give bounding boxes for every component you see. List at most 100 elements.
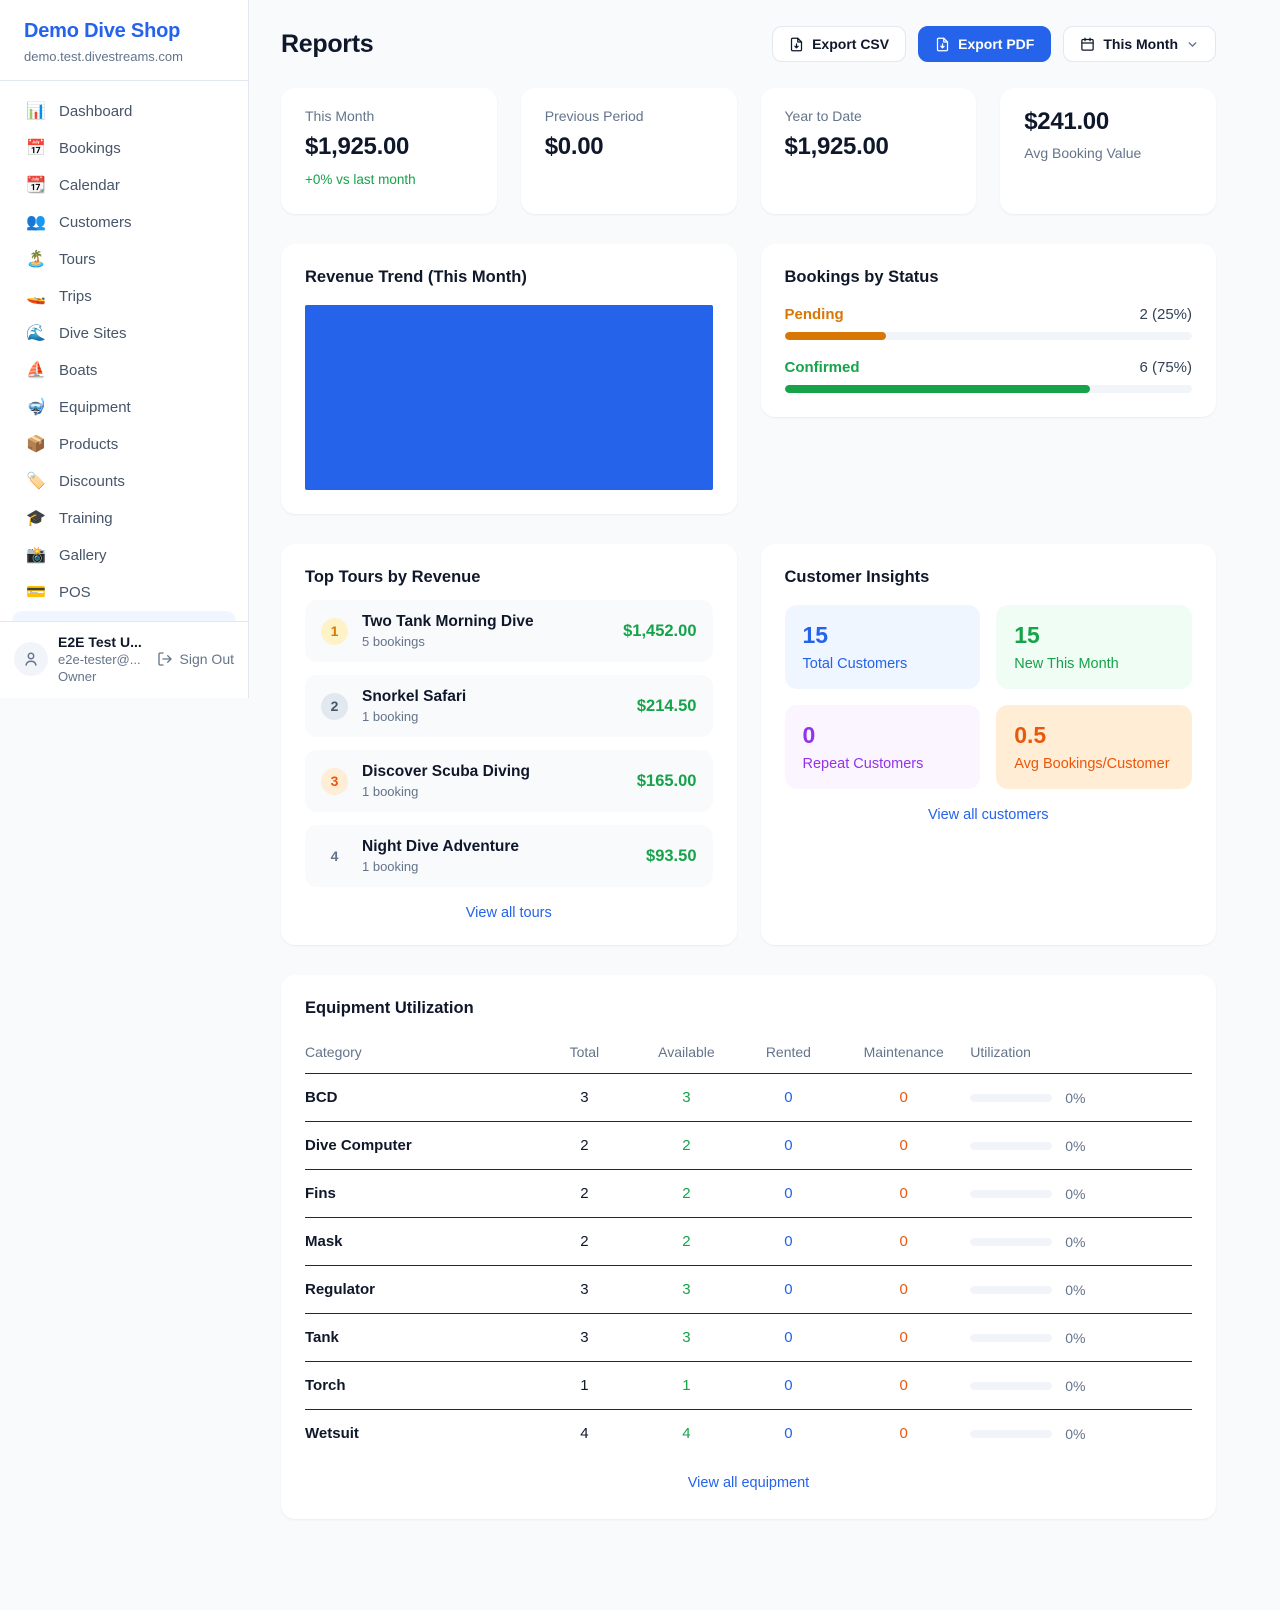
insight-value: 0.5 bbox=[1014, 722, 1047, 748]
utilization-bar-track bbox=[970, 1429, 1053, 1438]
sidebar-item-label: Customers bbox=[59, 214, 132, 231]
export-csv-button[interactable]: Export CSV bbox=[772, 26, 907, 62]
status-row: Pending 2 (25%) bbox=[784, 306, 1192, 340]
equipment-total: 3 bbox=[535, 1265, 634, 1314]
equipment-icon: 🤿 bbox=[26, 398, 46, 416]
insights-row: Top Tours by Revenue 1 Two Tank Morning … bbox=[281, 544, 1216, 945]
view-all-customers-link[interactable]: View all customers bbox=[927, 807, 1049, 823]
training-icon: 🎓 bbox=[26, 509, 46, 527]
equipment-row: Wetsuit 4 4 0 0 0% bbox=[305, 1410, 1192, 1458]
stat-label: This Month bbox=[305, 108, 375, 124]
column-header-utilization: Utilization bbox=[970, 1034, 1192, 1074]
stat-value: $241.00 bbox=[1024, 108, 1109, 135]
period-label: This Month bbox=[1103, 36, 1178, 52]
column-header-total: Total bbox=[535, 1034, 634, 1074]
equipment-maintenance: 0 bbox=[837, 1169, 971, 1218]
column-header-available: Available bbox=[633, 1034, 740, 1074]
dashboard-icon: 📊 bbox=[26, 102, 46, 120]
sidebar-item-reports[interactable] bbox=[12, 611, 236, 621]
revenue-trend-chart bbox=[305, 305, 713, 490]
main-content: Reports Export CSV Export PDF This Month… bbox=[249, 0, 1280, 1577]
stat-label: Previous Period bbox=[544, 108, 644, 124]
equipment-total: 1 bbox=[535, 1361, 634, 1410]
sidebar-item-label: Dashboard bbox=[59, 103, 133, 120]
utilization-bar-track bbox=[970, 1141, 1053, 1150]
view-all-tours-link[interactable]: View all tours bbox=[465, 905, 552, 921]
sidebar-item-trips[interactable]: 🚤 Trips bbox=[12, 278, 236, 315]
equipment-table: Category Total Available Rented Maintena… bbox=[305, 1034, 1192, 1457]
column-header-rented: Rented bbox=[739, 1034, 838, 1074]
bookings-by-status-title: Bookings by Status bbox=[784, 268, 939, 286]
bookings-icon: 📅 bbox=[26, 139, 46, 157]
revenue-trend-title: Revenue Trend (This Month) bbox=[305, 268, 527, 286]
boats-icon: ⛵ bbox=[26, 361, 46, 379]
sidebar-item-bookings[interactable]: 📅 Bookings bbox=[12, 130, 236, 167]
equipment-category: Wetsuit bbox=[305, 1425, 359, 1442]
tour-bookings-count: 1 booking bbox=[362, 859, 419, 874]
sidebar-item-boats[interactable]: ⛵ Boats bbox=[12, 352, 236, 389]
stats-grid: This Month $1,925.00 +0% vs last month P… bbox=[281, 88, 1216, 214]
sidebar-item-tours[interactable]: 🏝️ Tours bbox=[12, 241, 236, 278]
view-all-equipment-link[interactable]: View all equipment bbox=[687, 1475, 810, 1491]
equipment-available: 2 bbox=[633, 1169, 740, 1218]
equipment-total: 3 bbox=[535, 1313, 634, 1362]
equipment-category: Torch bbox=[305, 1361, 536, 1410]
tour-name: Snorkel Safari bbox=[362, 688, 467, 705]
sidebar-item-dashboard[interactable]: 📊 Dashboard bbox=[12, 93, 236, 130]
equipment-rented: 0 bbox=[739, 1217, 838, 1266]
sidebar-item-discounts[interactable]: 🏷️ Discounts bbox=[12, 463, 236, 500]
period-dropdown[interactable]: This Month bbox=[1063, 26, 1216, 62]
sidebar-item-pos[interactable]: 💳 POS bbox=[12, 574, 236, 611]
equipment-maintenance: 0 bbox=[837, 1265, 971, 1314]
sign-out-button[interactable]: Sign Out bbox=[157, 651, 234, 667]
sidebar-item-calendar[interactable]: 📆 Calendar bbox=[12, 167, 236, 204]
equipment-maintenance: 0 bbox=[837, 1361, 971, 1410]
equipment-maintenance: 0 bbox=[899, 1425, 908, 1442]
stat-label: Avg Booking Value bbox=[1024, 145, 1142, 161]
sidebar-item-label: Trips bbox=[59, 288, 92, 305]
sidebar-item-customers[interactable]: 👥 Customers bbox=[12, 204, 236, 241]
sidebar-item-label: POS bbox=[59, 584, 91, 601]
utilization-percent: 0% bbox=[1065, 1425, 1086, 1442]
user-section: E2E Test U... e2e-tester@... Owner Sign … bbox=[0, 621, 248, 698]
sidebar-item-label: Products bbox=[59, 436, 119, 453]
person-icon bbox=[25, 652, 37, 666]
insight-value: 15 bbox=[802, 622, 829, 648]
equipment-total: 2 bbox=[535, 1217, 634, 1266]
equipment-utilization-card: Equipment Utilization Category Total Ava… bbox=[281, 975, 1216, 1519]
sidebar-item-gallery[interactable]: 📸 Gallery bbox=[12, 537, 236, 574]
insight-tile: 0.5 Avg Bookings/Customer bbox=[996, 705, 1192, 789]
tour-bookings-count: 5 bookings bbox=[362, 634, 425, 649]
status-progress-fill bbox=[784, 332, 887, 340]
customer-insights-card: Customer Insights 15 Total Customers 15 … bbox=[760, 544, 1216, 945]
equipment-total: 4 bbox=[580, 1425, 589, 1442]
equipment-maintenance: 0 bbox=[837, 1121, 971, 1170]
equipment-row: Regulator 3 3 0 0 0% bbox=[305, 1265, 1192, 1314]
revenue-trend-card: Revenue Trend (This Month) bbox=[281, 244, 737, 514]
trips-icon: 🚤 bbox=[26, 287, 46, 305]
tour-rank-badge: 1 bbox=[321, 617, 348, 645]
dive-sites-icon: 🌊 bbox=[26, 324, 46, 342]
stat-value: $0.00 bbox=[544, 133, 604, 160]
equipment-category: Dive Computer bbox=[305, 1121, 536, 1170]
tour-revenue: $1,452.00 bbox=[623, 621, 697, 640]
equipment-category: BCD bbox=[305, 1073, 536, 1122]
utilization-bar-track bbox=[970, 1285, 1053, 1294]
sidebar-item-equipment[interactable]: 🤿 Equipment bbox=[12, 389, 236, 426]
export-pdf-button[interactable]: Export PDF bbox=[918, 26, 1052, 62]
utilization-percent: 0% bbox=[1065, 1137, 1086, 1154]
sidebar-nav: 📊 Dashboard 📅 Bookings 📆 Calendar 👥 Cust… bbox=[0, 81, 248, 611]
sidebar-item-dive-sites[interactable]: 🌊 Dive Sites bbox=[12, 315, 236, 352]
equipment-utilization-title: Equipment Utilization bbox=[305, 999, 474, 1017]
sidebar-item-training[interactable]: 🎓 Training bbox=[12, 500, 236, 537]
utilization-percent: 0% bbox=[1065, 1281, 1086, 1298]
pos-icon: 💳 bbox=[26, 583, 46, 601]
equipment-available: 2 bbox=[633, 1121, 740, 1170]
tour-row: 3 Discover Scuba Diving 1 booking $165.0… bbox=[305, 750, 713, 812]
column-header-maintenance: Maintenance bbox=[837, 1034, 971, 1074]
export-csv-label: Export CSV bbox=[812, 36, 890, 52]
sidebar-item-label: Discounts bbox=[59, 473, 125, 490]
sign-out-icon bbox=[157, 652, 172, 666]
sidebar-item-products[interactable]: 📦 Products bbox=[12, 426, 236, 463]
equipment-row: BCD 3 3 0 0 0% bbox=[305, 1073, 1192, 1122]
